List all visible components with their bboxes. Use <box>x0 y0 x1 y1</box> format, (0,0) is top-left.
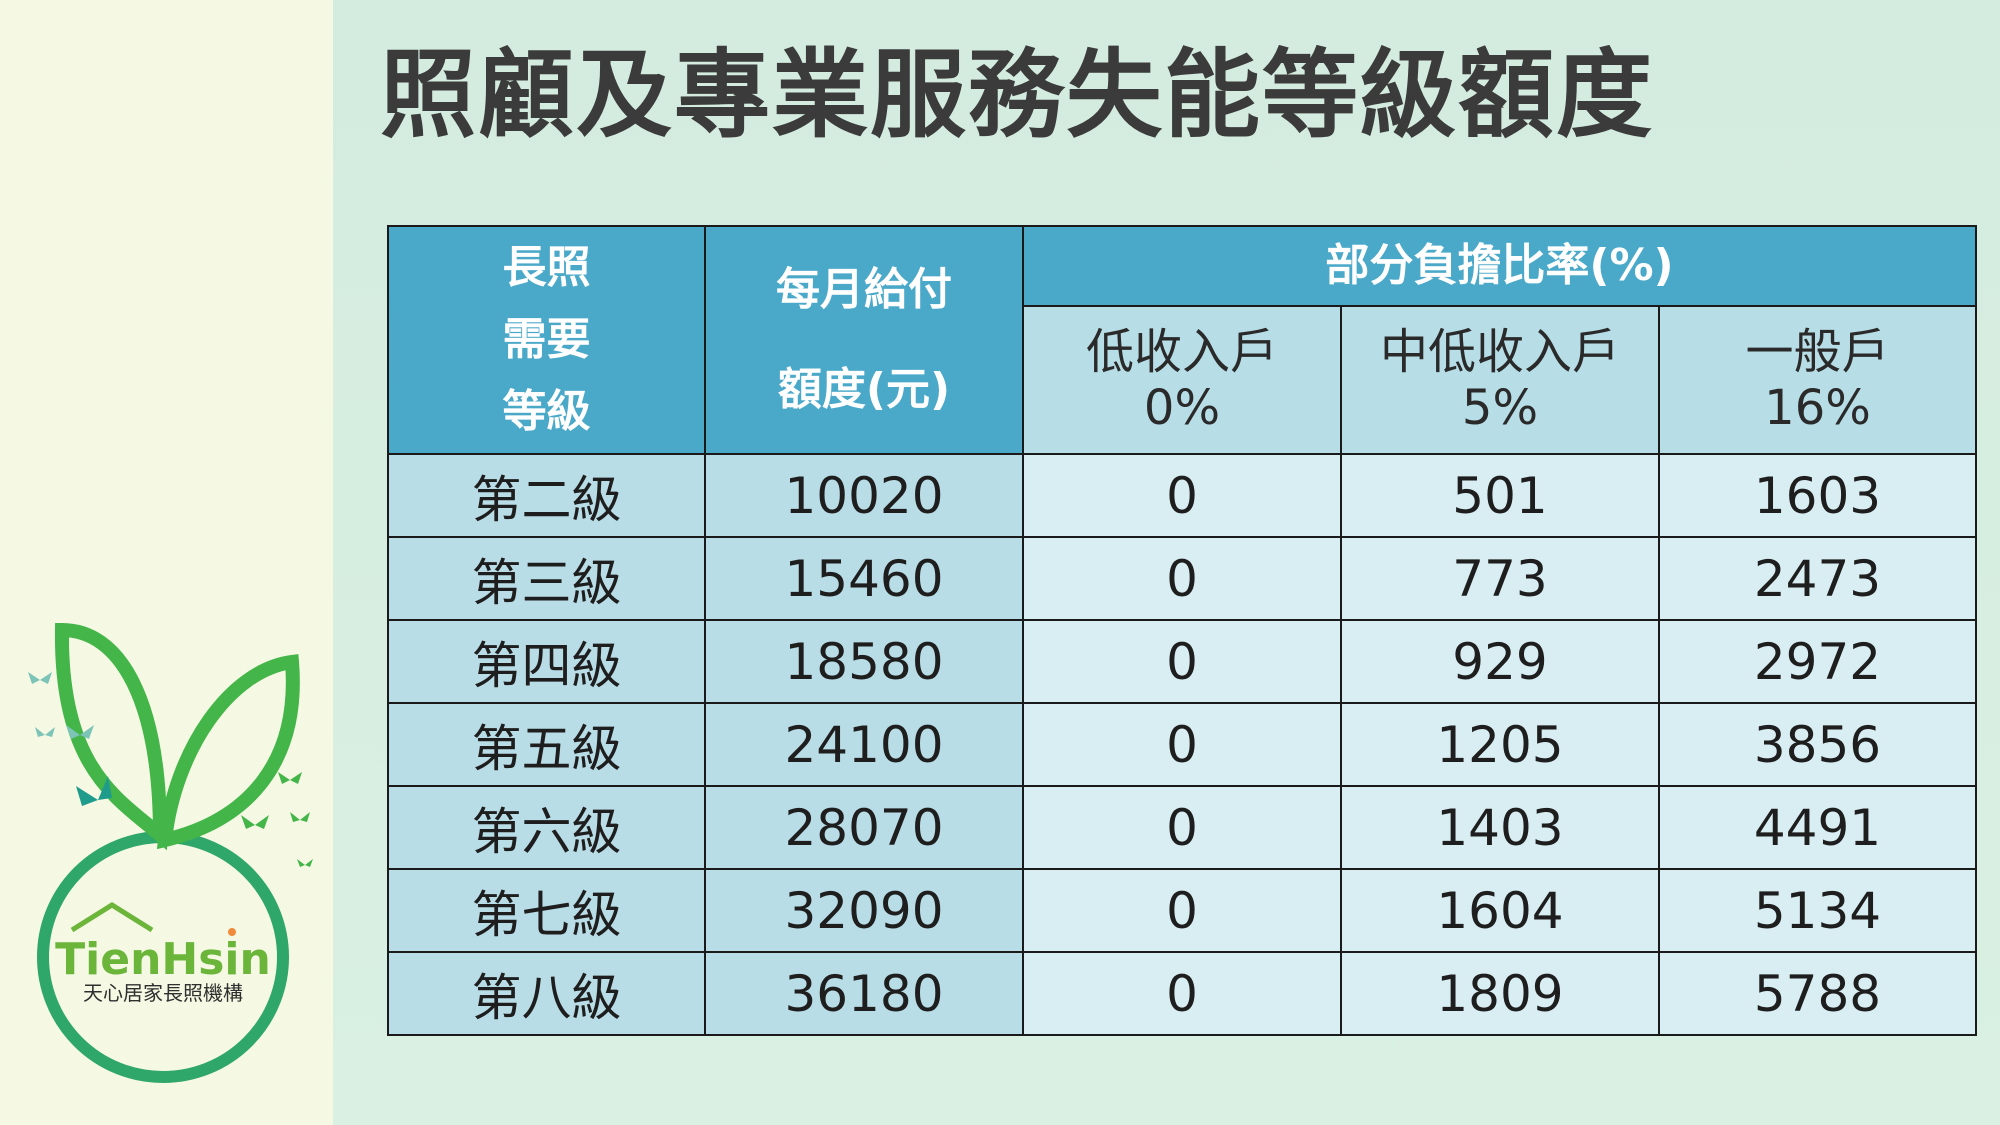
cell-amount: 36180 <box>704 951 1024 1036</box>
cell-amount: 10020 <box>704 453 1024 538</box>
cell-amount: 24100 <box>704 702 1024 787</box>
table-row: 第二級 10020 0 501 1603 <box>387 453 1978 538</box>
cell-amount: 32090 <box>704 868 1024 953</box>
house-roof-icon <box>70 902 154 933</box>
logo-org-name: 天心居家長照機構 <box>83 981 243 1005</box>
cell-general: 4491 <box>1657 785 1978 870</box>
butterfly-icon <box>28 672 94 739</box>
cell-level: 第七級 <box>387 868 706 953</box>
cell-mid-low-income: 501 <box>1340 453 1660 538</box>
cell-mid-low-income: 1403 <box>1340 785 1660 870</box>
cell-level: 第五級 <box>387 702 706 787</box>
cell-low-income: 0 <box>1022 785 1342 870</box>
cell-mid-low-income: 1205 <box>1340 702 1660 787</box>
cell-mid-low-income: 773 <box>1340 536 1660 621</box>
cell-low-income: 0 <box>1022 868 1342 953</box>
cell-general: 2473 <box>1657 536 1978 621</box>
left-leaf-icon <box>54 622 168 851</box>
cell-low-income: 0 <box>1022 702 1342 787</box>
table-body: 第二級 10020 0 501 1603 第三級 15460 0 773 2473 第四級 18580… <box>387 453 1978 1036</box>
cell-level: 第六級 <box>387 785 706 870</box>
header-amount: 每月給付 額度(元) <box>704 225 1024 455</box>
cell-low-income: 0 <box>1022 536 1342 621</box>
cell-level: 第八級 <box>387 951 706 1036</box>
header-general: 一般戶 16% <box>1657 305 1978 455</box>
cell-level: 第四級 <box>387 619 706 704</box>
cell-low-income: 0 <box>1022 453 1342 538</box>
right-leaf-icon <box>156 654 300 850</box>
cell-general: 5134 <box>1657 868 1978 953</box>
cell-amount: 15460 <box>704 536 1024 621</box>
butterfly-teal-icon <box>76 776 112 806</box>
table-row: 第五級 24100 0 1205 3856 <box>387 702 1978 787</box>
cell-level: 第二級 <box>387 453 706 538</box>
header-ratio-group: 部分負擔比率(%) <box>1021 225 1978 307</box>
cell-low-income: 0 <box>1022 951 1342 1036</box>
page-title: 照顧及專業服務失能等級額度 <box>380 39 1654 151</box>
header-low-income: 低收入戶 0% <box>1022 305 1342 455</box>
header-mid-low-income: 中低收入戶 5% <box>1340 305 1660 455</box>
cell-amount: 18580 <box>704 619 1024 704</box>
butterfly-right-icon <box>241 772 313 867</box>
cell-general: 2972 <box>1657 619 1978 704</box>
cell-amount: 28070 <box>704 785 1024 870</box>
heart-dot-icon <box>228 928 236 936</box>
tienhsin-logo: TienHsin 天心居家長照機構 <box>28 622 313 1083</box>
logo-brand-text: TienHsin <box>55 934 271 985</box>
cell-mid-low-income: 1809 <box>1340 951 1660 1036</box>
fee-table: 長照 需要 等級 每月給付 額度(元) 部分負擔比率(%) 低收入戶 0% 中低… <box>387 225 1978 1036</box>
table-row: 第六級 28070 0 1403 4491 <box>387 785 1978 870</box>
table-row: 第三級 15460 0 773 2473 <box>387 536 1978 621</box>
header-level: 長照 需要 等級 <box>387 225 706 455</box>
table-row: 第七級 32090 0 1604 5134 <box>387 868 1978 953</box>
table-row: 第八級 36180 0 1809 5788 <box>387 951 1978 1036</box>
cell-general: 1603 <box>1657 453 1978 538</box>
table-row: 第四級 18580 0 929 2972 <box>387 619 1978 704</box>
cell-level: 第三級 <box>387 536 706 621</box>
cell-general: 5788 <box>1657 951 1978 1036</box>
cell-low-income: 0 <box>1022 619 1342 704</box>
cell-general: 3856 <box>1657 702 1978 787</box>
cell-mid-low-income: 929 <box>1340 619 1660 704</box>
cell-mid-low-income: 1604 <box>1340 868 1660 953</box>
